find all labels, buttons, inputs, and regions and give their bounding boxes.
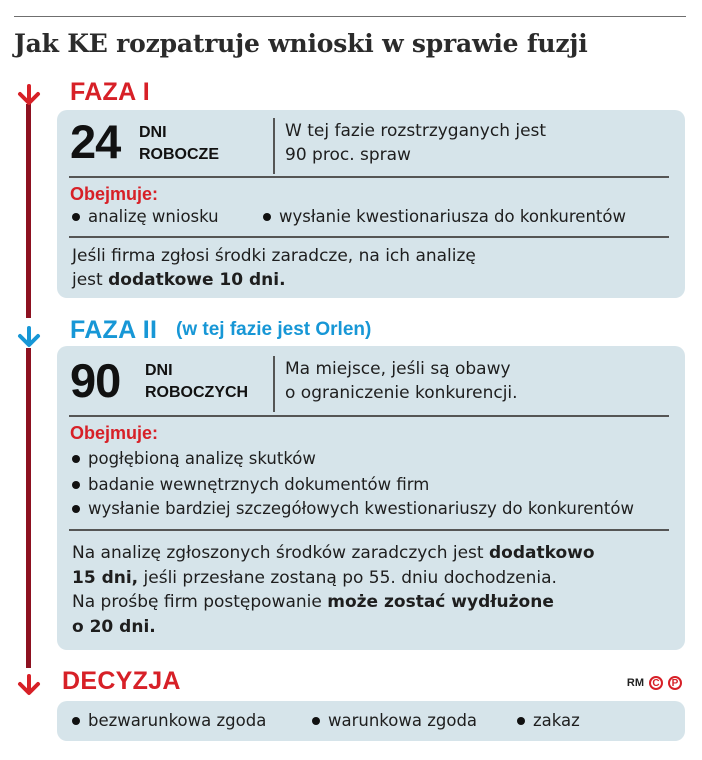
phase1-description: W tej fazie rozstrzyganych jest 90 proc.… [285, 119, 546, 167]
phase2-description: Ma miejsce, jeśli są obawy o ograniczeni… [285, 357, 518, 405]
phase2-note: (w tej fazie jest Orlen) [176, 319, 372, 340]
phase2-bullet-1-text: pogłębioną analizę skutków [88, 449, 316, 468]
phase2-includes-label: Obejmuje: [70, 423, 159, 443]
phase2-para-line3: Na prośbę firm postępowanie może zostać … [72, 592, 554, 612]
phase2-bullet-2-text: badanie wewnętrznych dokumentów firm [88, 475, 430, 494]
phase2-bullet-3: wysłanie bardziej szczegółowych kwestion… [72, 499, 634, 518]
phase1-bullet-2-text: wysłanie kwestionariusza do konkurentów [279, 207, 626, 226]
decision-option-1: bezwarunkowa zgoda [72, 711, 266, 730]
down-arrow-icon [18, 326, 40, 347]
phase2-bullet-3-text: wysłanie bardziej szczegółowych kwestion… [88, 499, 634, 518]
bullet-dot-icon [312, 716, 320, 725]
phase2-divider-top [69, 415, 669, 417]
phase2-desc-line1: Ma miejsce, jeśli są obawy [285, 359, 511, 379]
bullet-dot-icon [72, 454, 80, 463]
phase2-heading: FAZA II [70, 316, 158, 344]
phase1-bullet-1: analizę wniosku [72, 207, 219, 226]
decision-option-3-text: zakaz [533, 711, 580, 730]
copyright-icon: C [649, 676, 663, 690]
decision-option-3: zakaz [517, 711, 580, 730]
phase1-bullet-1-text: analizę wniosku [88, 207, 219, 226]
author-credit: RM C P [627, 676, 682, 690]
phase1-vertical-divider [273, 118, 275, 174]
phase2-para-line2: 15 dni, jeśli przesłane zostaną po 55. d… [72, 567, 557, 588]
phase2-box [57, 346, 685, 650]
phase2-bullet-1: pogłębioną analizę skutków [72, 449, 316, 468]
phase1-bullet-2: wysłanie kwestionariusza do konkurentów [263, 207, 626, 226]
phase1-note-line2: jest dodatkowe 10 dni. [72, 270, 286, 290]
publisher-badge-icon: P [668, 676, 682, 690]
down-arrow-icon [18, 674, 40, 695]
phase1-days-unit: DNI ROBOCZE [139, 122, 219, 166]
page-title: Jak KE rozpatruje wnioski w sprawie fuzj… [14, 29, 588, 58]
author-initials: RM [626, 677, 644, 689]
phase1-box [57, 110, 685, 298]
decision-option-2-text: warunkowa zgoda [328, 711, 478, 730]
bullet-dot-icon [72, 212, 80, 221]
phase1-days-number: 24 [70, 115, 121, 168]
bullet-dot-icon [263, 212, 271, 221]
timeline-line [26, 104, 31, 668]
phase1-unit-line1: DNI [139, 124, 167, 141]
phase1-includes-label: Obejmuje: [70, 184, 159, 204]
phase2-bullet-2: badanie wewnętrznych dokumentów firm [72, 475, 429, 494]
decision-option-2: warunkowa zgoda [312, 711, 477, 730]
phase1-desc-line1: W tej fazie rozstrzyganych jest [285, 121, 547, 141]
phase1-note: Jeśli firma zgłosi środki zaradcze, na i… [72, 244, 476, 292]
bullet-dot-icon [517, 716, 525, 725]
phase2-note-paragraph: Na analizę zgłoszonych środków zaradczyc… [72, 541, 595, 639]
phase1-note-line1: Jeśli firma zgłosi środki zaradcze, na i… [72, 246, 476, 266]
decision-box [57, 701, 685, 741]
phase2-days-unit: DNI ROBOCZYCH [145, 360, 248, 404]
phase2-days-number: 90 [70, 354, 121, 407]
down-arrow-icon [18, 84, 40, 105]
phase2-vertical-divider [273, 356, 275, 412]
decision-option-1-text: bezwarunkowa zgoda [88, 711, 267, 730]
bullet-dot-icon [72, 716, 80, 725]
phase1-note-emphasis: dodatkowe 10 dni. [108, 270, 286, 290]
phase2-unit-line2: ROBOCZYCH [145, 384, 249, 401]
phase2-divider-bottom [69, 529, 669, 531]
phase2-desc-line2: o ograniczenie konkurencji. [285, 383, 518, 403]
phase1-desc-line2: 90 proc. spraw [285, 145, 411, 165]
decision-heading: DECYZJA [62, 667, 181, 695]
phase1-divider-bottom [69, 236, 669, 238]
phase1-heading: FAZA I [70, 78, 151, 106]
phase1-divider-top [69, 176, 669, 178]
timeline-segment-phase1 [26, 104, 31, 318]
top-rule [14, 16, 686, 17]
phase2-para-line4: o 20 dni. [72, 616, 156, 637]
bullet-dot-icon [72, 504, 80, 513]
bullet-dot-icon [72, 480, 80, 489]
phase2-para-line1: Na analizę zgłoszonych środków zaradczyc… [72, 543, 595, 563]
phase2-unit-line1: DNI [145, 362, 173, 379]
phase1-unit-line2: ROBOCZE [139, 146, 219, 163]
timeline-segment-phase2 [26, 348, 31, 668]
